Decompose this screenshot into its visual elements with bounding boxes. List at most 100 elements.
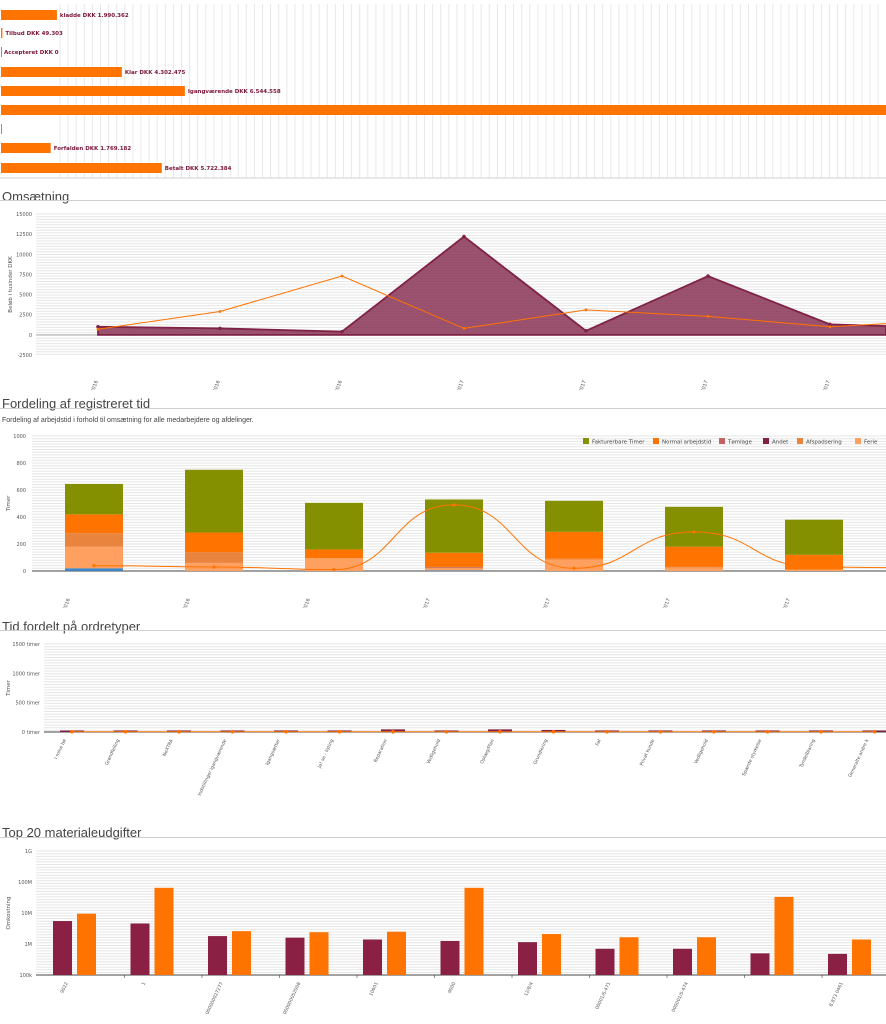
ordertype-x-tick: Indstillinger igangværende <box>197 738 229 797</box>
material-bar <box>697 937 716 975</box>
ordertype-y-tick: 1000 timer <box>12 671 41 677</box>
material-x-tick: 1 <box>141 981 148 986</box>
revenue-line-point <box>96 327 100 331</box>
material-x-tick: 9000 <box>447 981 457 994</box>
material-x-tick: 00001/6-471 <box>594 981 612 1010</box>
time-y-tick: 800 <box>16 461 26 467</box>
time-bar-segment <box>65 483 123 515</box>
time-y-tick: 400 <box>16 515 26 521</box>
pipeline-bar-label: Klar DKK 4.302.475 <box>125 70 186 76</box>
time-bar-segment <box>425 570 483 571</box>
ordertype-x-tick: Generalte andre k <box>847 738 870 779</box>
time-legend-label: Fakturerbare Timer <box>592 440 645 446</box>
time-section-divider <box>0 408 886 409</box>
material-y-tick: 1M <box>25 942 33 948</box>
ordertype-y-tick: 0 timer <box>22 730 41 736</box>
revenue-section-divider <box>0 200 886 201</box>
time-bar-segment <box>425 552 483 567</box>
revenue-line-point <box>340 274 344 278</box>
time-legend-label: Normal arbejdstid <box>662 440 711 446</box>
revenue-x-tick: Dec 2016 <box>330 380 344 390</box>
material-bar <box>464 887 484 975</box>
time-x-tick: Feb 2017 <box>538 598 552 608</box>
material-x-tick: 000000052008 <box>282 981 302 1015</box>
time-bar-segment <box>65 514 123 534</box>
time-bar-segment <box>665 567 723 571</box>
material-bar <box>208 936 227 975</box>
material-bar-chart: 100k 1M 10M 100M 1G Omkostning 9022 1 0000000272… <box>6 849 886 1016</box>
revenue-x-tick: Nov 2016 <box>208 380 222 390</box>
time-stacked-bar-chart: 0 200 400 600 800 1000 Timer Okt 2016 Nov 2016 De… <box>6 434 886 608</box>
time-y-axis-label: Timer <box>6 495 12 512</box>
revenue-area-chart: -2500 0 2500 5000 7500 10000 12500 15000 Beløb i… <box>8 212 886 390</box>
time-bar-segment <box>425 568 483 571</box>
pipeline-bar <box>1 67 122 77</box>
time-y-tick: 1000 <box>13 434 26 440</box>
revenue-line-point <box>706 314 710 318</box>
material-bar <box>77 913 96 975</box>
time-line-point <box>692 530 696 534</box>
material-bar <box>518 942 537 975</box>
time-bar-segment <box>425 499 483 553</box>
material-bar <box>154 887 174 975</box>
time-x-tick: Okt 2016 <box>58 598 72 608</box>
time-legend-label: Ferie <box>864 440 878 446</box>
time-bar-segment <box>425 567 483 569</box>
material-x-tick: 9022 <box>59 981 69 994</box>
material-bar <box>387 931 406 975</box>
material-bar <box>232 931 251 975</box>
time-bar-segment <box>785 519 843 555</box>
time-line-point <box>452 503 456 507</box>
revenue-area-point <box>96 325 100 329</box>
time-line-point <box>332 568 336 572</box>
ordertype-x-tick: Igangsætter <box>264 738 281 766</box>
revenue-y-tick: -2500 <box>17 353 32 359</box>
material-y-tick: 1G <box>25 849 32 855</box>
time-y-tick: 0 <box>23 569 26 575</box>
time-x-tick: Dec 2016 <box>298 598 312 608</box>
pipeline-bar-label: Igangværende DKK 6.544.558 <box>188 89 281 95</box>
pipeline-bar <box>1 105 886 115</box>
ordertype-x-tick: NeXTRA <box>162 738 176 758</box>
material-bar <box>130 923 150 975</box>
pipeline-bar <box>1 86 185 96</box>
revenue-y-tick: 0 <box>29 333 32 339</box>
ordertype-x-tick: Spærde styrkelse <box>741 738 763 777</box>
ordertype-x-tick: Vedligehold <box>693 738 710 765</box>
time-y-tick: 600 <box>16 488 26 494</box>
ordertype-y-tick: 1500 timer <box>12 642 41 648</box>
revenue-y-tick: 15000 <box>16 212 32 218</box>
time-bar-segment <box>185 532 243 553</box>
ordertype-x-tick: Vedligehold <box>426 738 443 765</box>
time-legend-swatch <box>855 438 861 444</box>
time-bar-segment <box>305 549 363 559</box>
revenue-line-point <box>584 308 588 312</box>
ordertype-x-tick: Grundlering <box>532 738 549 765</box>
material-bar <box>53 921 72 975</box>
pipeline-bar-chart: kladde DKK 1.990.362 Tilbud DKK 49.303 Acc… <box>0 4 886 179</box>
material-bar <box>673 948 692 975</box>
time-line-point <box>212 565 216 569</box>
revenue-y-tick: 12500 <box>16 232 32 238</box>
time-legend-swatch <box>583 438 589 444</box>
revenue-x-tick: Okt 2016 <box>86 380 100 390</box>
material-bar <box>852 939 871 975</box>
time-legend-swatch <box>719 438 725 444</box>
time-bar-segment <box>185 552 243 563</box>
revenue-x-tick: Feb 2017 <box>574 380 588 390</box>
time-line-series <box>93 504 886 571</box>
revenue-x-tick: Mar 2017 <box>696 380 710 390</box>
ordertype-x-tick: Ja! se - listing <box>316 738 335 770</box>
revenue-y-tick: 10000 <box>16 252 32 258</box>
pipeline-bar <box>1 163 162 173</box>
revenue-area-point <box>828 322 832 327</box>
time-legend-label: Afspadsering <box>806 440 842 446</box>
time-bar-segment <box>65 568 123 571</box>
material-x-tick: 8.873 0461 <box>828 981 845 1007</box>
time-bar-segment <box>665 546 723 567</box>
pipeline-bar <box>1 28 3 38</box>
revenue-x-tick: Jan 2017 <box>452 380 466 390</box>
pipeline-bar-label: Tilbud DKK 49.303 <box>5 31 63 37</box>
pipeline-bar <box>1 124 2 134</box>
time-bar-segment <box>665 566 723 568</box>
